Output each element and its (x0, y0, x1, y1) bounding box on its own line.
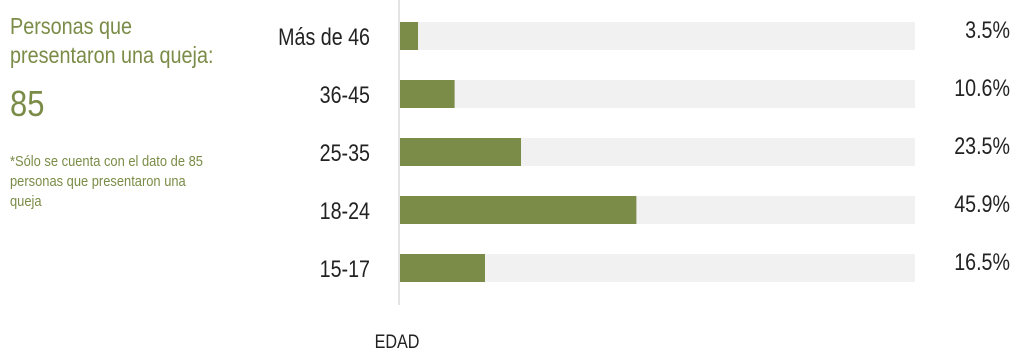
chart-rows: Más de 46 3.5% 36-45 10.6% 25-35 23.5% 18-24 45… (278, 16, 1010, 282)
category-label: 18-24 (320, 197, 370, 224)
bar (400, 138, 522, 166)
value-label: 10.6% (954, 74, 1010, 101)
bar-row: 25-35 23.5% (320, 132, 1010, 166)
category-label: 25-35 (320, 139, 370, 166)
complaint-count: 85 (10, 83, 45, 124)
bar (400, 196, 637, 224)
bar-row: Más de 46 3.5% (278, 16, 1010, 50)
category-label: Más de 46 (278, 23, 370, 50)
value-label: 16.5% (954, 248, 1010, 275)
category-label: 36-45 (320, 81, 370, 108)
bar-track (400, 80, 915, 108)
bar (400, 254, 485, 282)
value-label: 45.9% (954, 190, 1010, 217)
bar-row: 15-17 16.5% (320, 248, 1010, 282)
bar-row: 36-45 10.6% (320, 74, 1010, 108)
value-label: 3.5% (965, 16, 1010, 43)
summary-panel: Personas que presentaron una queja: 85 *… (10, 12, 230, 212)
panel-footnote: *Sólo se cuenta con el dato de 85 person… (10, 153, 203, 210)
bar-track (400, 22, 915, 50)
panel-title: Personas que presentaron una queja: (10, 13, 214, 68)
bar-row: 18-24 45.9% (320, 190, 1010, 224)
bar (400, 80, 455, 108)
y-axis-title: EDAD (375, 331, 420, 353)
bar (400, 22, 419, 50)
bar-track (400, 254, 915, 282)
value-label: 23.5% (954, 132, 1010, 159)
category-label: 15-17 (320, 255, 370, 282)
